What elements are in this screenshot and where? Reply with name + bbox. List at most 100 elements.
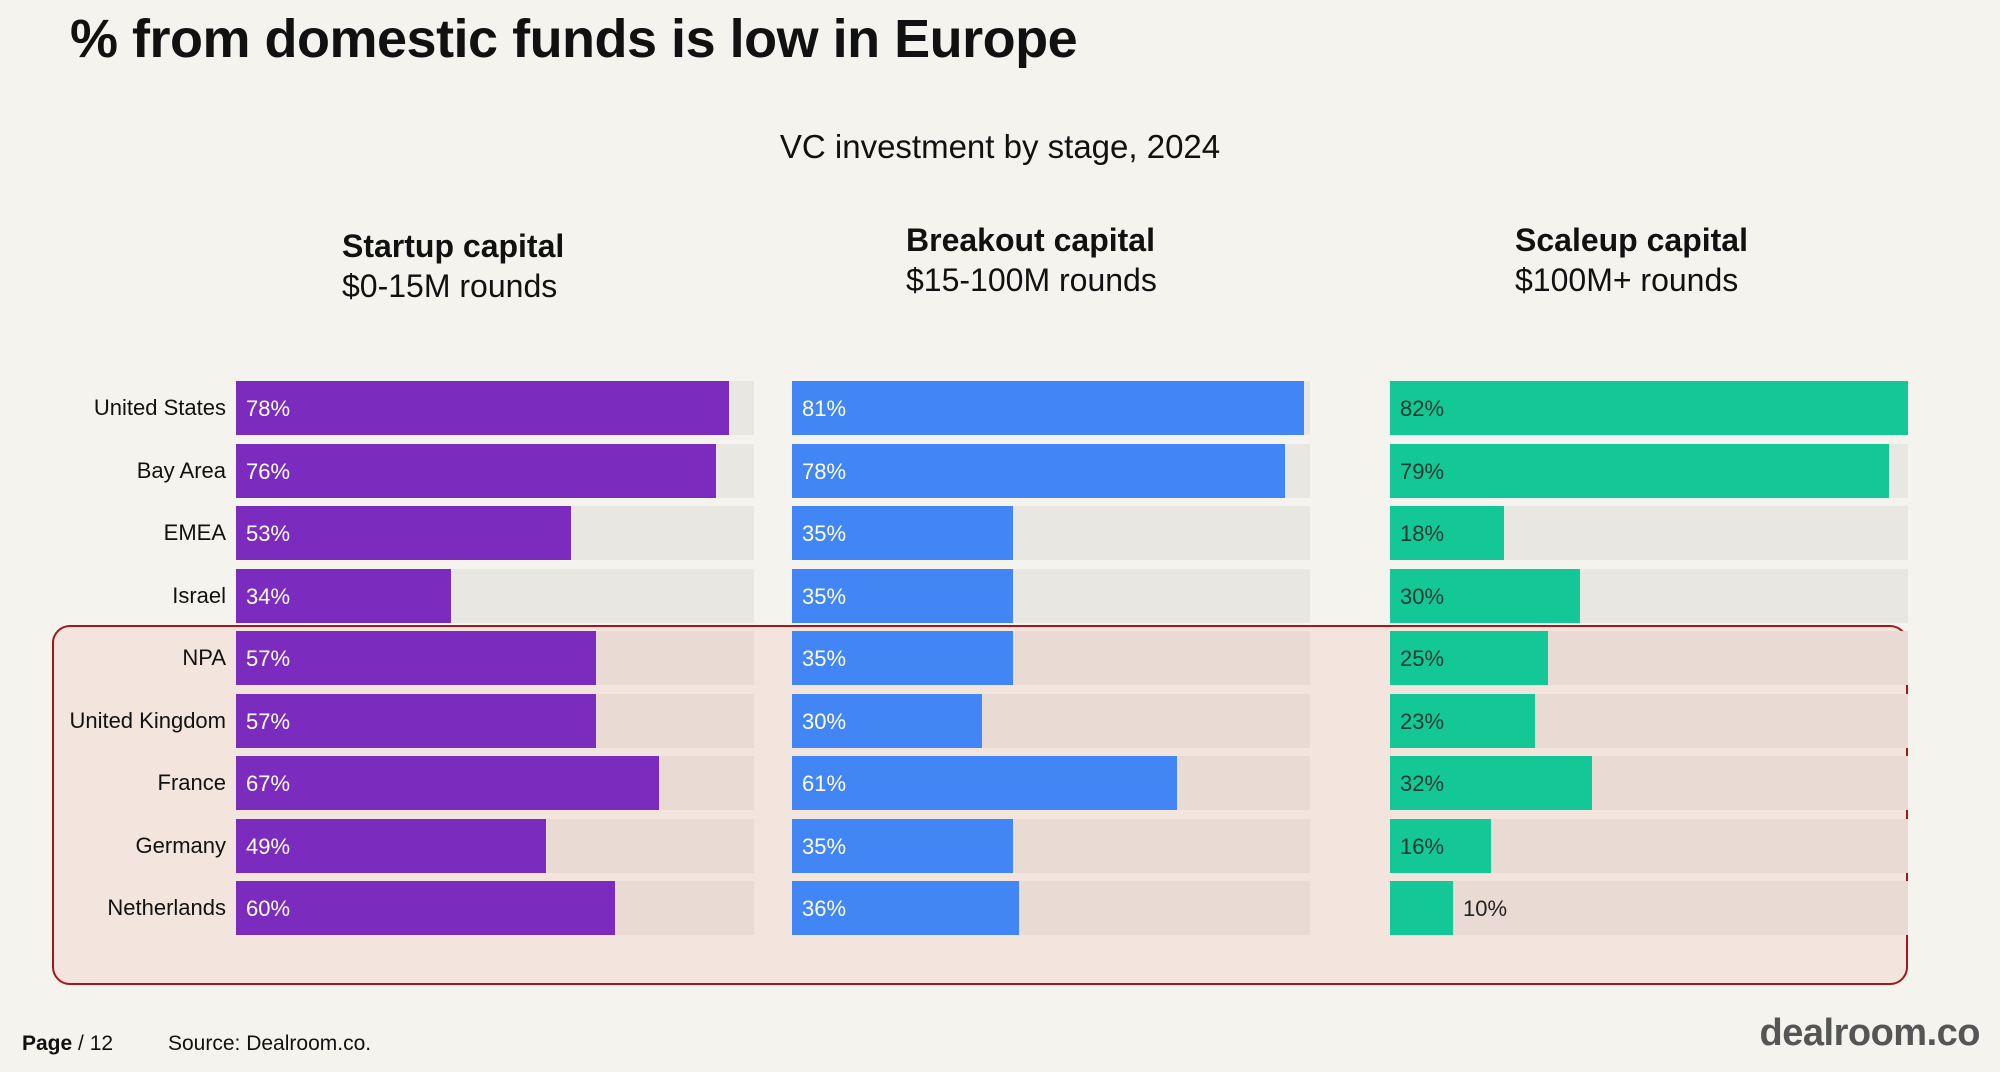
dealroom-logo: dealroom.co [1759, 1012, 1981, 1054]
bar [792, 631, 1013, 685]
bar [236, 631, 596, 685]
bar-track: 25% [1390, 631, 1908, 685]
data-label: 61% [802, 771, 847, 796]
category-label: Netherlands [107, 895, 226, 920]
series-subtitle: $15-100M rounds [906, 262, 1157, 298]
data-label: 82% [1400, 396, 1445, 421]
bar [1390, 569, 1580, 623]
bar [1390, 381, 1908, 435]
bar [792, 381, 1304, 435]
bar [1390, 694, 1535, 748]
data-label: 57% [246, 646, 291, 671]
data-label: 10% [1463, 896, 1508, 921]
bar-track: 10% [1390, 881, 1908, 935]
series-name: Breakout capital [906, 222, 1155, 258]
chart-title: VC investment by stage, 2024 [779, 128, 1221, 165]
bar [1390, 444, 1889, 498]
data-label: 35% [802, 521, 847, 546]
bar [1390, 819, 1491, 873]
bar-track: 30% [1390, 569, 1908, 623]
bar-track: 35% [792, 631, 1310, 685]
data-label: 49% [246, 834, 291, 859]
bar-track: 34% [236, 569, 754, 623]
bar [1390, 631, 1548, 685]
bar-track: 35% [792, 819, 1310, 873]
data-label: 78% [246, 396, 291, 421]
bar-track: 76% [236, 444, 754, 498]
category-label: NPA [182, 645, 226, 670]
header-scaleup-capital: Scaleup capital $100M+ rounds [1515, 220, 1748, 300]
category-label: EMEA [163, 520, 226, 545]
bar-track: 23% [1390, 694, 1908, 748]
bar-track: 78% [792, 444, 1310, 498]
data-label: 18% [1400, 521, 1445, 546]
bar-track: 16% [1390, 819, 1908, 873]
bar [236, 819, 546, 873]
slide-title: % from domestic funds is low in Europe [70, 9, 1078, 69]
bar [792, 444, 1285, 498]
data-label: 36% [802, 896, 847, 921]
bar-track: 36% [792, 881, 1310, 935]
bar [236, 381, 729, 435]
data-label: 35% [802, 834, 847, 859]
page-separator: / [72, 1032, 90, 1055]
data-label: 76% [246, 459, 291, 484]
bar [792, 819, 1013, 873]
bar [1390, 506, 1504, 560]
category-label: Germany [135, 833, 226, 858]
page-number: 12 [89, 1032, 114, 1055]
bar-track: 61% [792, 756, 1310, 810]
data-label: 30% [1400, 584, 1445, 609]
data-label: 57% [246, 709, 291, 734]
series-subtitle: $0-15M rounds [342, 268, 558, 304]
bar [792, 569, 1013, 623]
category-label: United Kingdom [69, 708, 226, 733]
series-name: Scaleup capital [1515, 222, 1748, 258]
bar-track: 49% [236, 819, 754, 873]
category-label: Israel [172, 583, 226, 608]
bar [236, 506, 571, 560]
data-label: 78% [802, 459, 847, 484]
bar-track: 32% [1390, 756, 1908, 810]
bar-track: 35% [792, 506, 1310, 560]
bar-track: 82% [1390, 381, 1908, 435]
data-label: 53% [246, 521, 291, 546]
bar-track: 67% [236, 756, 754, 810]
data-label: 67% [246, 771, 291, 796]
bar [792, 694, 982, 748]
data-label: 60% [246, 896, 291, 921]
bar [236, 444, 716, 498]
bar [792, 756, 1177, 810]
bar-track: 35% [792, 569, 1310, 623]
bar [1390, 881, 1453, 935]
data-label: 16% [1400, 834, 1445, 859]
data-label: 30% [802, 709, 847, 734]
bar-track: 60% [236, 881, 754, 935]
bar [236, 694, 596, 748]
bar [792, 881, 1019, 935]
data-label: 32% [1400, 771, 1445, 796]
header-breakout-capital: Breakout capital $15-100M rounds [906, 220, 1157, 300]
data-label: 79% [1400, 459, 1445, 484]
bar-track: 57% [236, 631, 754, 685]
data-label: 23% [1400, 709, 1445, 734]
bar-track: 53% [236, 506, 754, 560]
category-label: Bay Area [136, 458, 226, 483]
bar-track: 81% [792, 381, 1310, 435]
bar [236, 569, 451, 623]
page-label: Page [22, 1032, 73, 1055]
bar [792, 506, 1013, 560]
bar-track: 18% [1390, 506, 1908, 560]
data-label: 35% [802, 646, 847, 671]
category-label: France [157, 770, 226, 795]
data-label: 81% [802, 396, 847, 421]
page-indicator: Page / 12 [22, 1032, 113, 1056]
data-label: 25% [1400, 646, 1445, 671]
series-subtitle: $100M+ rounds [1515, 262, 1739, 298]
bar-track: 78% [236, 381, 754, 435]
source-note: Source: Dealroom.co. [168, 1032, 372, 1055]
bar [236, 756, 659, 810]
category-label: United States [93, 395, 226, 420]
bar-track: 57% [236, 694, 754, 748]
bar-track: 79% [1390, 444, 1908, 498]
